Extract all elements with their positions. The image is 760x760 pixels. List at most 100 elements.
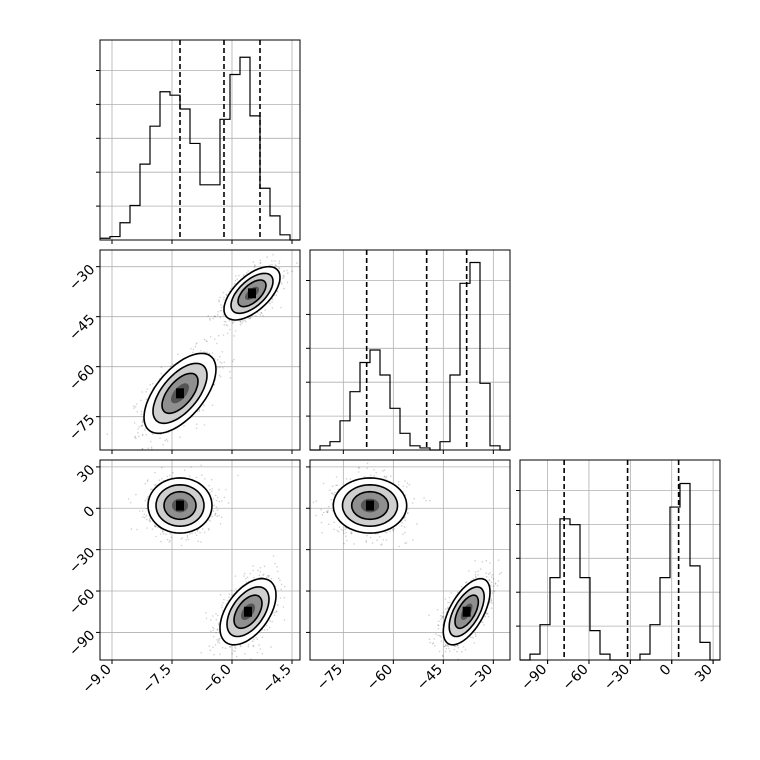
scatter-point	[242, 275, 245, 277]
scatter-point	[141, 421, 144, 424]
scatter-point	[444, 645, 446, 648]
contour-line	[223, 265, 281, 321]
scatter-point	[232, 321, 235, 323]
density-peak	[248, 288, 256, 299]
scatter-point	[337, 488, 340, 491]
scatter-point	[215, 512, 217, 515]
scatter-point	[243, 575, 245, 577]
scatter-point	[219, 361, 221, 363]
scatter-point	[218, 642, 221, 644]
scatter-point	[258, 574, 261, 576]
scatter-point	[283, 287, 285, 290]
contour-line	[143, 352, 217, 435]
scatter-point	[456, 650, 458, 653]
scatter-point	[200, 541, 202, 543]
histogram-step-line	[310, 261, 510, 451]
scatter-point	[239, 321, 242, 323]
scatter-point	[160, 366, 163, 369]
scatter-point	[147, 447, 149, 450]
scatter-point	[177, 353, 179, 356]
scatter-point	[336, 529, 339, 532]
scatter-point	[162, 444, 164, 446]
scatter-point	[183, 469, 186, 472]
scatter-point	[217, 624, 220, 626]
scatter-point	[198, 410, 201, 412]
contour-line	[237, 279, 267, 308]
scatter-point	[490, 600, 493, 602]
scatter-point	[287, 272, 289, 274]
scatter-point	[196, 530, 199, 532]
scatter-point	[220, 306, 223, 309]
scatter-point	[223, 598, 225, 601]
scatter-point	[169, 474, 171, 477]
scatter-point	[224, 321, 227, 323]
scatter-point	[333, 494, 335, 496]
scatter-point	[252, 261, 255, 263]
scatter-point	[236, 278, 238, 281]
scatter-point	[365, 541, 368, 543]
scatter-point	[166, 440, 169, 442]
param-2-ytick-label: −45	[66, 312, 98, 344]
scatter-point	[146, 527, 148, 529]
scatter-point	[137, 428, 139, 430]
scatter-point	[157, 526, 159, 529]
scatter-point	[266, 629, 269, 631]
scatter-point	[225, 488, 227, 491]
scatter-point	[216, 509, 219, 511]
scatter-point	[438, 650, 441, 653]
scatter-point	[280, 588, 283, 591]
scatter-point	[218, 622, 220, 625]
scatter-point	[231, 653, 233, 655]
scatter-point	[234, 647, 237, 649]
contour-line	[219, 577, 277, 646]
scatter-point	[209, 317, 211, 320]
scatter-point	[208, 529, 210, 531]
scatter-point	[218, 488, 220, 491]
scatter-point	[385, 532, 388, 534]
scatter-point	[274, 260, 276, 262]
scatter-point	[149, 520, 152, 522]
scatter-point	[212, 646, 214, 649]
scatter-point	[278, 260, 281, 263]
scatter-point	[228, 596, 230, 598]
scatter-point	[327, 505, 330, 508]
param-1-xtick-label: −9.0	[79, 662, 114, 697]
scatter-point	[207, 527, 210, 530]
scatter-point	[133, 407, 135, 409]
scatter-point	[216, 359, 219, 361]
scatter-point	[214, 514, 216, 516]
scatter-point	[371, 542, 374, 544]
scatter-point	[245, 321, 247, 323]
scatter-point	[335, 476, 338, 478]
scatter-point	[276, 570, 279, 573]
scatter-point	[244, 319, 246, 322]
scatter-point	[423, 497, 425, 499]
scatter-point	[146, 497, 149, 500]
scatter-point	[276, 611, 278, 613]
scatter-point	[213, 504, 215, 507]
scatter-point	[239, 323, 242, 326]
scatter-point	[398, 545, 401, 548]
scatter-point	[345, 477, 348, 480]
scatter-point	[366, 467, 369, 470]
scatter-point	[218, 334, 220, 337]
scatter-point	[266, 256, 269, 258]
scatter-point	[214, 666, 216, 668]
scatter-point	[212, 635, 215, 638]
scatter-point	[185, 539, 187, 541]
joint-panel-2-1: −75−60−45−30	[66, 249, 301, 454]
scatter-point	[154, 484, 156, 487]
scatter-point	[222, 367, 224, 369]
scatter-point	[246, 272, 248, 274]
scatter-point	[231, 322, 234, 324]
scatter-point	[220, 362, 223, 364]
scatter-point	[490, 598, 492, 600]
scatter-point	[269, 302, 271, 305]
scatter-point	[489, 571, 491, 574]
joint-panel-content	[310, 460, 510, 660]
scatter-point	[278, 262, 281, 265]
scatter-point	[187, 538, 190, 541]
contour-line	[230, 272, 274, 315]
scatter-point	[144, 499, 147, 502]
